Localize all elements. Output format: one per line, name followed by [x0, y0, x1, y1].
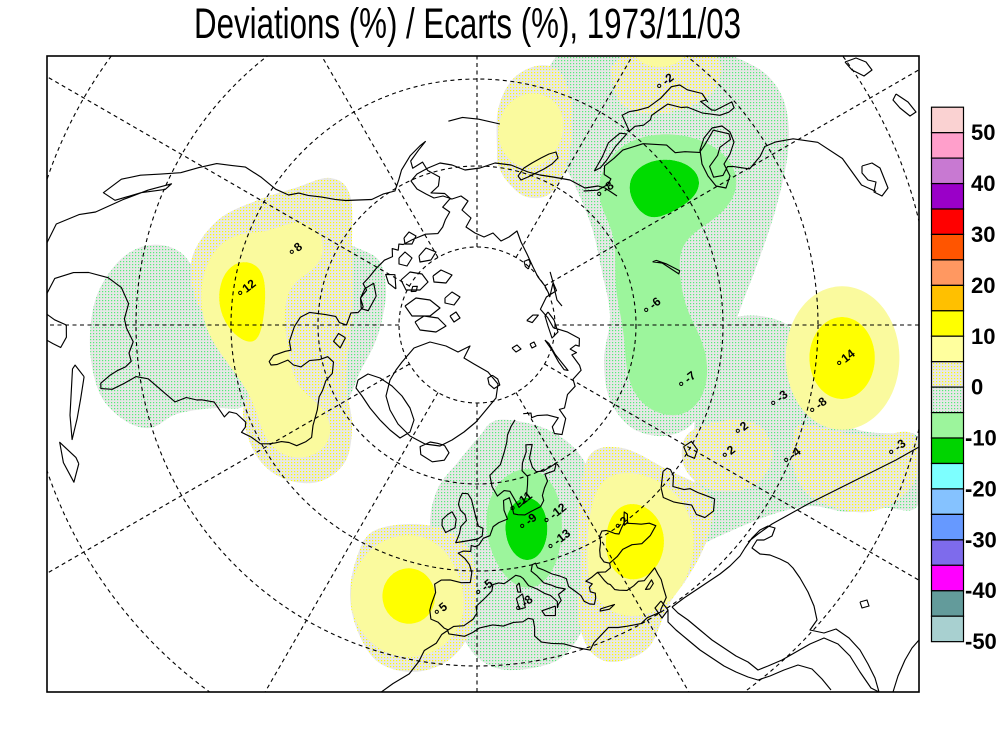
svg-text:0: 0 — [971, 375, 983, 400]
svg-text:-50: -50 — [965, 629, 997, 654]
svg-text:40: 40 — [971, 171, 995, 196]
svg-text:30: 30 — [971, 222, 995, 247]
svg-text:20: 20 — [971, 273, 995, 298]
svg-text:10: 10 — [971, 324, 995, 349]
svg-text:Deviations (%) / Ecarts (%), 1: Deviations (%) / Ecarts (%), 1973/11/03 — [194, 0, 741, 48]
svg-text:50: 50 — [971, 120, 995, 145]
svg-text:-40: -40 — [965, 578, 997, 603]
svg-text:-10: -10 — [965, 426, 997, 451]
svg-text:-20: -20 — [965, 476, 997, 501]
svg-text:-30: -30 — [965, 527, 997, 552]
